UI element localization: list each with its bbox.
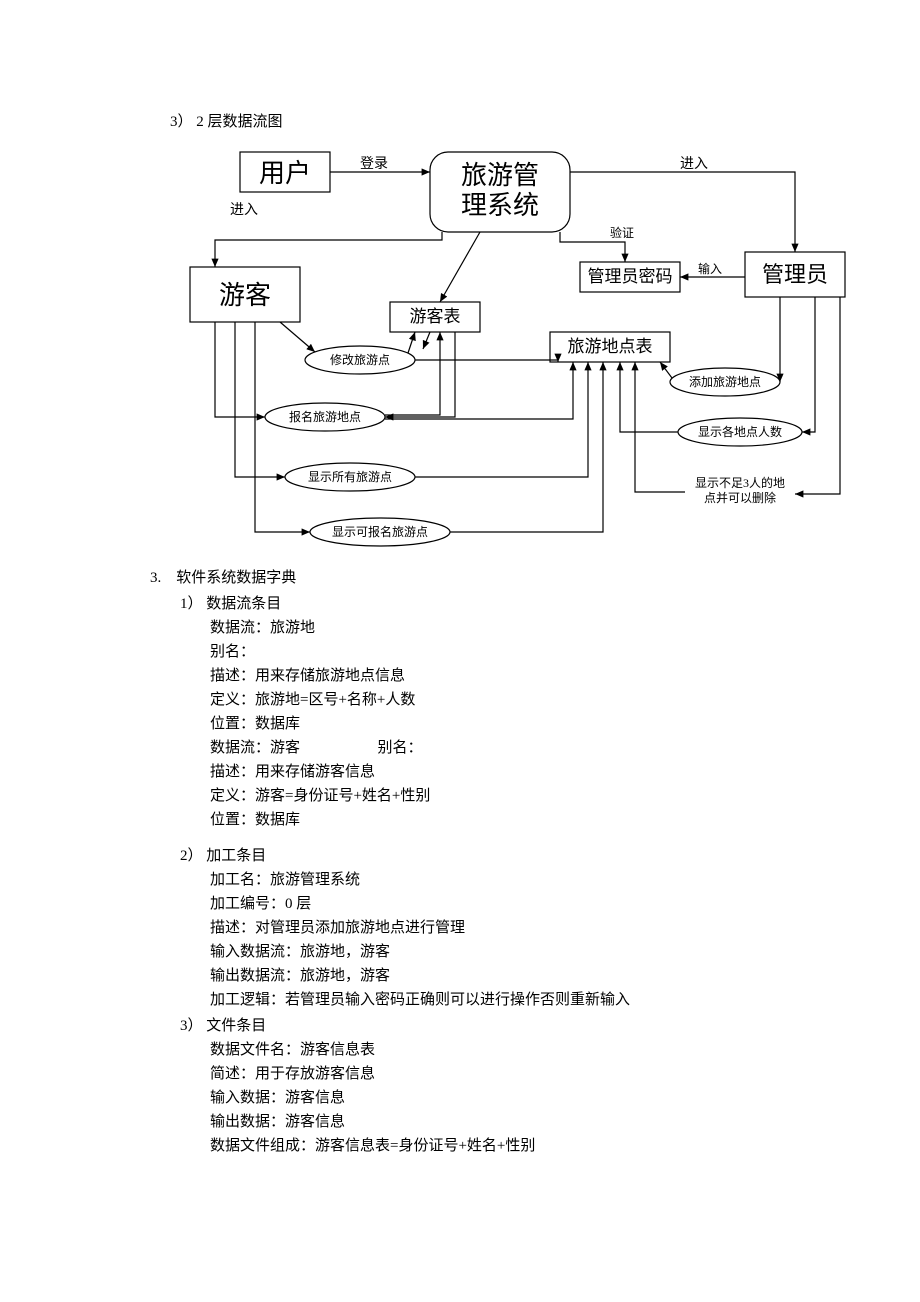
node-signup-place-label: 报名旅游地点 bbox=[289, 409, 361, 424]
f2-stream: 数据流：游客 bbox=[210, 736, 300, 760]
edge-signup-placetab bbox=[385, 362, 573, 419]
node-show-low-label-bot: 点并可以删除 bbox=[704, 490, 776, 505]
f2-alias: 别名： bbox=[378, 736, 423, 760]
document-page: 3） 2 层数据流图 用户 旅游管 理系统 登录 进入 进入 bbox=[0, 0, 920, 1218]
node-system-label-top: 旅游管 bbox=[461, 161, 539, 190]
edge-tourist-signup bbox=[215, 322, 265, 417]
f1-stream: 数据流：旅游地 bbox=[210, 616, 800, 640]
dict-section-title: 3. 软件系统数据字典 bbox=[150, 566, 800, 590]
edge-tourist-mod bbox=[280, 322, 315, 352]
diagram-title: 3） 2 层数据流图 bbox=[170, 110, 800, 134]
node-show-low-label-top: 显示不足3人的地 bbox=[695, 475, 785, 490]
edge-touristtab-to-mod bbox=[423, 332, 430, 349]
data-flow-diagram: 用户 旅游管 理系统 登录 进入 进入 验证 管理员密码 管理员 bbox=[180, 142, 800, 552]
node-show-all-label: 显示所有旅游点 bbox=[308, 470, 392, 484]
node-user-label: 用户 bbox=[259, 159, 311, 188]
p-desc: 描述：对管理员添加旅游地点进行管理 bbox=[210, 916, 800, 940]
fi-name: 数据文件名：游客信息表 bbox=[210, 1038, 800, 1062]
fi-out: 输出数据：游客信息 bbox=[210, 1110, 800, 1134]
edge-admin-showcount bbox=[802, 297, 815, 432]
edge-enter-right bbox=[570, 172, 795, 252]
edge-showavail-placetab bbox=[450, 362, 603, 532]
edge-enter-right-label: 进入 bbox=[680, 156, 708, 172]
f1-desc: 描述：用来存储旅游地点信息 bbox=[210, 664, 800, 688]
proc-heading: 2） 加工条目 bbox=[180, 844, 800, 868]
file-heading: 3） 文件条目 bbox=[180, 1014, 800, 1038]
data-dictionary-section: 3. 软件系统数据字典 1） 数据流条目 数据流：旅游地 别名： 描述：用来存储… bbox=[120, 566, 800, 1158]
edge-login-label: 登录 bbox=[360, 156, 388, 172]
node-modify-place-label: 修改旅游点 bbox=[330, 352, 390, 367]
node-admin-pwd-label: 管理员密码 bbox=[588, 267, 673, 286]
edge-signup-touristtab bbox=[385, 332, 440, 415]
edge-system-touristtab bbox=[440, 232, 480, 302]
f2-stream-line: 数据流：游客 别名： bbox=[210, 736, 800, 760]
p-out: 输出数据流：旅游地，游客 bbox=[210, 964, 800, 988]
edge-showlow-placetab bbox=[635, 362, 685, 492]
f1-loc: 位置：数据库 bbox=[210, 712, 800, 736]
diagram-svg: 用户 旅游管 理系统 登录 进入 进入 验证 管理员密码 管理员 bbox=[180, 142, 865, 552]
p-logic: 加工逻辑：若管理员输入密码正确则可以进行操作否则重新输入 bbox=[210, 988, 800, 1012]
node-system-label-bot: 理系统 bbox=[461, 191, 539, 220]
edge-admin-showlow bbox=[795, 297, 840, 494]
edge-tourist-showall bbox=[235, 322, 285, 477]
f1-alias: 别名： bbox=[210, 640, 800, 664]
f1-def: 定义：旅游地=区号+名称+人数 bbox=[210, 688, 800, 712]
edge-input-label: 输入 bbox=[698, 261, 722, 276]
p-name: 加工名：旅游管理系统 bbox=[210, 868, 800, 892]
flow-heading: 1） 数据流条目 bbox=[180, 592, 800, 616]
fi-comp: 数据文件组成：游客信息表=身份证号+姓名+性别 bbox=[210, 1134, 800, 1158]
node-show-avail-label: 显示可报名旅游点 bbox=[332, 524, 428, 539]
f2-loc: 位置：数据库 bbox=[210, 808, 800, 832]
node-tourist-label: 游客 bbox=[219, 281, 271, 310]
node-admin-label: 管理员 bbox=[762, 262, 828, 287]
edge-enter-left bbox=[215, 232, 442, 267]
edge-mod-to-placetab bbox=[415, 360, 558, 362]
node-place-table-label: 旅游地点表 bbox=[568, 337, 653, 356]
edge-mod-to-touristtab-1 bbox=[408, 332, 415, 353]
node-tourist-table-label: 游客表 bbox=[410, 307, 461, 326]
fi-desc: 简述：用于存放游客信息 bbox=[210, 1062, 800, 1086]
edge-showcount-placetab bbox=[620, 362, 678, 432]
p-no: 加工编号：0 层 bbox=[210, 892, 800, 916]
p-in: 输入数据流：旅游地，游客 bbox=[210, 940, 800, 964]
f2-desc: 描述：用来存储游客信息 bbox=[210, 760, 800, 784]
node-add-place-label: 添加旅游地点 bbox=[689, 375, 761, 389]
edge-signup-touristtab2 bbox=[385, 332, 455, 417]
f2-def: 定义：游客=身份证号+姓名+性别 bbox=[210, 784, 800, 808]
edge-enter-left-label: 进入 bbox=[230, 202, 258, 218]
edge-addplace-placetab bbox=[660, 362, 672, 378]
edge-verify-label: 验证 bbox=[610, 225, 634, 240]
node-show-count-label: 显示各地点人数 bbox=[698, 424, 782, 439]
fi-in: 输入数据：游客信息 bbox=[210, 1086, 800, 1110]
